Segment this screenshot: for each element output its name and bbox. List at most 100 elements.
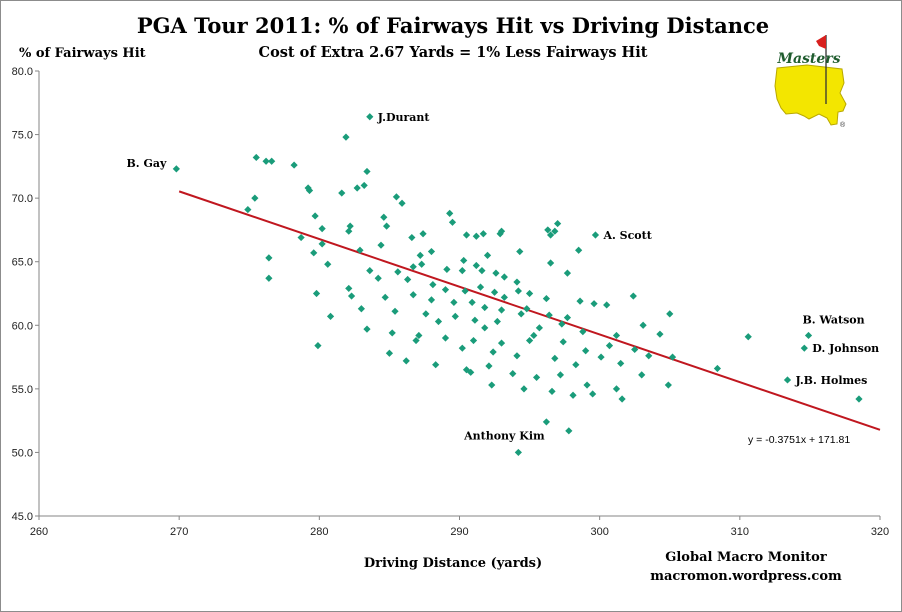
data-point xyxy=(576,297,584,305)
data-point xyxy=(483,251,492,259)
data-point xyxy=(451,312,459,320)
annotation-label: J.B. Holmes xyxy=(794,374,867,387)
data-point xyxy=(418,260,426,268)
data-point xyxy=(493,317,501,326)
data-point xyxy=(469,336,478,345)
data-point xyxy=(744,333,752,341)
y-tick-label: 70.0 xyxy=(12,193,33,205)
data-point xyxy=(345,227,353,235)
data-point xyxy=(783,376,792,384)
credit-line-2: macromon.wordpress.com xyxy=(650,569,842,584)
data-point xyxy=(265,274,273,282)
data-point xyxy=(547,231,555,239)
annotation-label: B. Watson xyxy=(803,313,865,326)
data-point xyxy=(605,342,614,350)
y-tick-label: 65.0 xyxy=(12,257,33,269)
data-point xyxy=(583,381,591,389)
data-point xyxy=(252,153,260,162)
data-point xyxy=(392,193,401,201)
data-point xyxy=(363,167,371,176)
y-tick-label: 50.0 xyxy=(12,447,33,459)
data-point xyxy=(481,303,489,312)
data-point xyxy=(468,298,476,306)
data-point xyxy=(520,385,528,393)
flag-icon xyxy=(816,35,826,49)
data-point xyxy=(345,284,353,293)
data-point xyxy=(591,231,600,239)
data-point xyxy=(572,361,580,369)
y-ticks: 45.0 50.0 55.0 60.0 65.0 70.0 75.0 80.0 xyxy=(12,66,39,523)
data-point xyxy=(458,267,466,275)
data-point xyxy=(800,344,808,352)
x-tick-label: 300 xyxy=(590,526,608,538)
data-point xyxy=(415,331,423,340)
x-tick-label: 290 xyxy=(450,526,468,538)
data-point xyxy=(612,331,621,340)
data-point xyxy=(366,267,374,275)
data-point xyxy=(535,324,543,332)
x-axis-label: Driving Distance (yards) xyxy=(364,556,542,571)
data-point xyxy=(366,113,374,121)
data-point xyxy=(268,157,276,165)
data-point xyxy=(458,344,466,352)
y-tick-label: 75.0 xyxy=(12,130,33,142)
data-point xyxy=(434,317,443,326)
data-point xyxy=(404,275,412,284)
data-point xyxy=(324,260,332,268)
data-point xyxy=(467,368,475,376)
data-point xyxy=(558,320,566,328)
data-point xyxy=(446,209,454,217)
data-point xyxy=(597,353,605,361)
data-point xyxy=(513,352,521,360)
data-point xyxy=(472,232,480,240)
logo-wordmark: Masters xyxy=(776,51,840,67)
data-point xyxy=(391,307,399,315)
data-point xyxy=(545,311,553,319)
data-point xyxy=(638,371,646,379)
data-point xyxy=(565,427,573,435)
data-point xyxy=(631,345,639,354)
data-point xyxy=(305,186,314,195)
data-point xyxy=(563,314,572,322)
data-point xyxy=(516,247,524,256)
data-point xyxy=(471,316,479,324)
data-point xyxy=(575,246,583,254)
trendline xyxy=(178,190,881,431)
data-point xyxy=(481,324,489,332)
chart-title: PGA Tour 2011: % of Fairways Hit vs Driv… xyxy=(137,13,769,38)
data-point xyxy=(523,305,531,313)
data-point xyxy=(338,189,346,197)
data-point xyxy=(569,391,577,399)
data-point xyxy=(490,288,499,296)
data-point xyxy=(383,222,391,230)
data-point xyxy=(509,370,517,378)
data-point xyxy=(377,241,385,249)
data-point xyxy=(668,353,677,361)
data-point xyxy=(589,390,597,398)
data-point xyxy=(326,312,335,320)
data-point xyxy=(547,259,555,267)
data-point xyxy=(855,395,863,403)
data-point xyxy=(462,231,471,239)
data-point xyxy=(381,293,389,301)
data-point xyxy=(479,230,487,238)
data-point xyxy=(374,274,382,282)
x-tick-label: 260 xyxy=(30,526,48,538)
data-point xyxy=(398,199,406,207)
registered-mark: ® xyxy=(840,121,846,129)
data-point xyxy=(514,287,522,295)
data-point xyxy=(532,373,541,382)
annotation-label: B. Gay xyxy=(126,157,166,170)
data-point xyxy=(262,157,270,165)
data-point xyxy=(496,230,504,238)
annotation-label: A. Scott xyxy=(602,229,652,242)
data-point xyxy=(427,247,436,256)
data-point xyxy=(517,310,525,318)
data-point xyxy=(629,292,637,300)
data-point xyxy=(314,342,322,350)
data-point xyxy=(347,292,356,300)
data-point xyxy=(612,385,621,393)
annotation-label: J.Durant xyxy=(377,111,431,124)
data-point xyxy=(172,165,180,173)
